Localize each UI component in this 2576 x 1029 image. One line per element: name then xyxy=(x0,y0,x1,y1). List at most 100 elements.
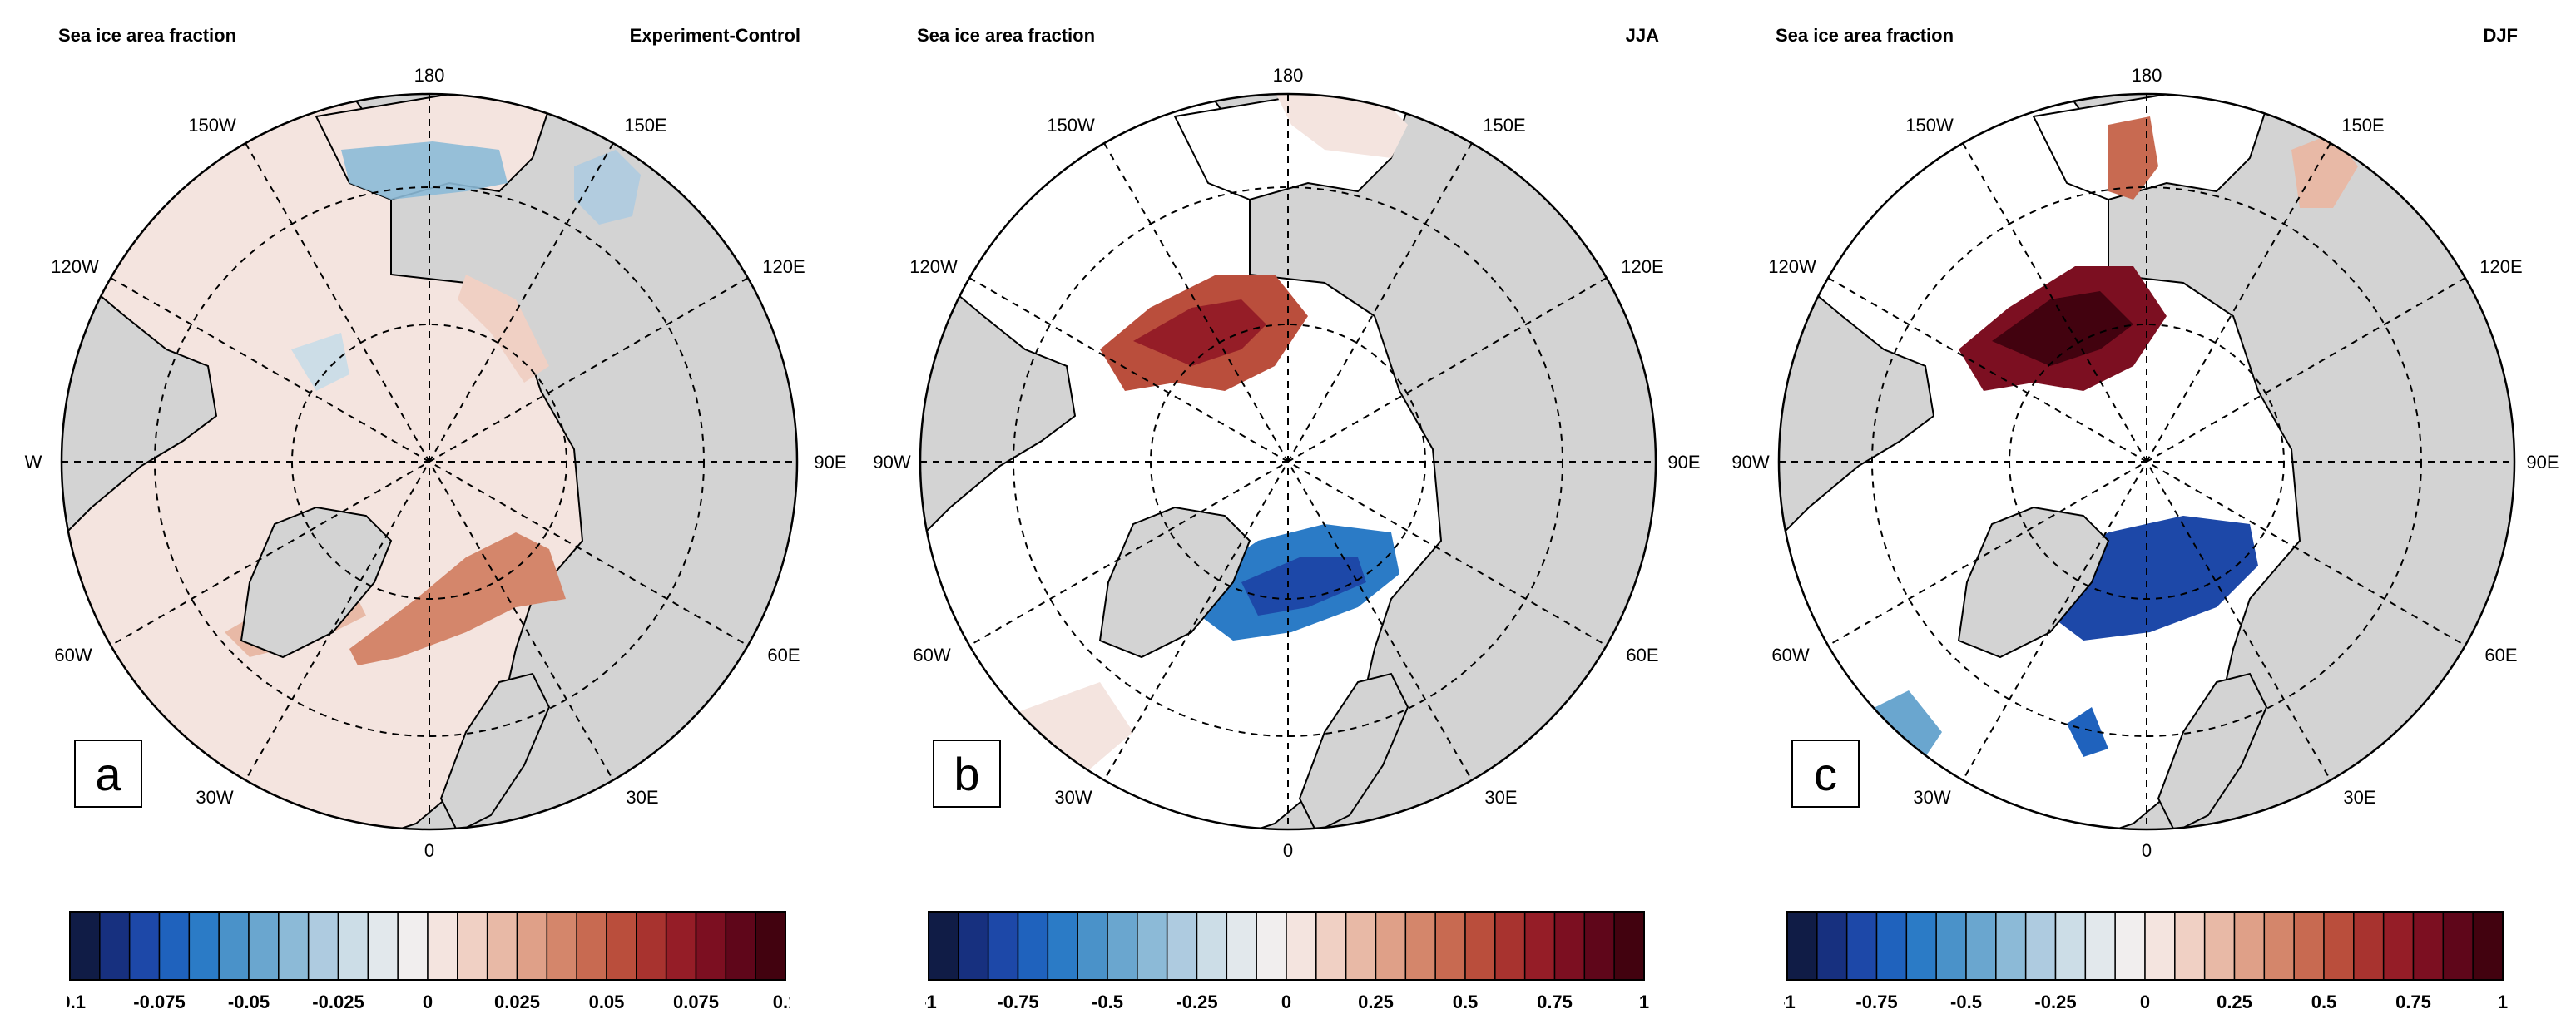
lon-label-150e: 150E xyxy=(2341,115,2384,136)
greenland-landmass xyxy=(240,506,393,659)
colorbar-swatch xyxy=(576,911,607,981)
colorbar-swatch xyxy=(1905,911,1937,981)
colorbar-swatch xyxy=(606,911,637,981)
colorbar-swatch xyxy=(516,911,548,981)
colorbar-tick-label: -0.75 xyxy=(1855,992,1897,1012)
colorbar-tick-label: -0.25 xyxy=(1176,992,1217,1012)
colorbar-swatch xyxy=(248,911,280,981)
colorbar-tick-label: 0.25 xyxy=(1358,992,1394,1012)
okhotsk-blue-anomaly xyxy=(574,150,641,225)
lon-label-150w: 150W xyxy=(1047,115,1095,136)
colorbar-swatch xyxy=(1786,911,1818,981)
colorbar-swatch xyxy=(1553,911,1586,981)
lon-label-150w: 150W xyxy=(188,115,236,136)
lon-label-60w: 60W xyxy=(913,645,950,665)
colorbar-tick-label: 0.75 xyxy=(1537,992,1573,1012)
colorbar-swatch xyxy=(2442,911,2474,981)
colorbar-swatch xyxy=(1286,911,1317,981)
colorbar-swatch xyxy=(69,911,101,981)
colorbar-tick-label: -0.5 xyxy=(1092,992,1123,1012)
panel-title-right: JJA xyxy=(1625,25,1659,46)
colorbar-swatch xyxy=(1166,911,1198,981)
panel-label-box xyxy=(933,740,1001,808)
colorbar-swatch xyxy=(636,911,667,981)
colorbar-swatch xyxy=(2054,911,2087,981)
colorbar-swatch xyxy=(1077,911,1108,981)
colorbar-swatch xyxy=(1583,911,1615,981)
polar-map-svg: 180 150W 150E 120W 120E 90W 90E 60W 60E … xyxy=(1731,65,2559,861)
colorbar-tick-label: 0 xyxy=(423,992,433,1012)
colorbar-tick-label: 0.1 xyxy=(773,992,790,1012)
colorbar-tick-label: 0.75 xyxy=(2395,992,2431,1012)
panel-title-left: Sea ice area fraction xyxy=(1776,25,1954,46)
colorbar-border xyxy=(1786,911,2504,981)
colorbar-swatch xyxy=(1965,911,1997,981)
colorbar-swatch xyxy=(1137,911,1168,981)
colorbar-swatch xyxy=(665,911,697,981)
colorbar-swatch xyxy=(337,911,369,981)
colorbar-swatch xyxy=(987,911,1019,981)
lon-label-180: 180 xyxy=(414,65,445,86)
lon-label-30e: 30E xyxy=(626,787,658,808)
colorbar-swatch xyxy=(128,911,161,981)
lon-label-0: 0 xyxy=(2142,840,2152,861)
colorbar-swatch xyxy=(695,911,727,981)
polar-map-svg: 180 150W 150E 120W 120E W 90E 60W 60E 30… xyxy=(25,65,847,861)
barents-blue-core xyxy=(1241,557,1366,616)
lon-label-120w: 120W xyxy=(1768,256,1816,277)
colorbar-swatch xyxy=(1404,911,1436,981)
lon-label-30e: 30E xyxy=(2343,787,2375,808)
lon-label-180: 180 xyxy=(1273,65,1304,86)
colorbar-swatch xyxy=(1434,911,1466,981)
polar-map-svg: 180 150W 150E 120W 120E 90W 90E 60W 60E … xyxy=(873,65,1700,861)
greenland-landmass xyxy=(1098,506,1251,659)
colorbar-swatch xyxy=(2263,911,2295,981)
colorbar-swatch xyxy=(218,911,250,981)
colorbar-swatch xyxy=(1375,911,1407,981)
colorbar-swatch xyxy=(2323,911,2355,981)
lon-label-60w: 60W xyxy=(1771,645,1809,665)
colorbar-swatch xyxy=(2233,911,2266,981)
colorbar-swatch xyxy=(2203,911,2236,981)
colorbar: -1 -0.75 -0.5 -0.25 0 0.25 0.5 0.75 1 xyxy=(1779,908,2508,1012)
colorbar-svg: -1 -0.75 -0.5 -0.25 0 0.25 0.5 0.75 1 xyxy=(920,911,1649,1012)
bering-blue-anomaly xyxy=(341,141,508,200)
colorbar-tick-label: 0 xyxy=(2140,992,2150,1012)
colorbar-swatch xyxy=(2024,911,2057,981)
colorbar-swatch xyxy=(1875,911,1908,981)
nordic-blue-anomaly xyxy=(2067,707,2108,757)
colorbar: -0.1 -0.075 -0.05 -0.025 0 0.025 0.05 0.075 0.1 xyxy=(54,908,798,1012)
map-boundary xyxy=(919,92,1657,831)
lon-label-120e: 120E xyxy=(1621,256,1663,277)
meridian-120e-60w xyxy=(110,277,749,646)
colorbar-swatch xyxy=(427,911,458,981)
baffin-blue-anomaly xyxy=(291,333,349,391)
colorbar-swatch xyxy=(367,911,399,981)
lon-label-120e: 120E xyxy=(762,256,805,277)
map-boundary xyxy=(60,92,799,831)
lon-label-30w: 30W xyxy=(196,787,233,808)
panel-title-left: Sea ice area fraction xyxy=(58,25,237,46)
map-boundary xyxy=(1777,92,2516,831)
meridian-120e-60w xyxy=(1827,277,2466,646)
colorbar-tick-label: 0 xyxy=(1281,992,1291,1012)
okhotsk-red-anomaly xyxy=(2291,133,2358,208)
colorbar-swatch xyxy=(1345,911,1377,981)
colorbar-swatch xyxy=(1017,911,1049,981)
colorbar-swatch xyxy=(1613,911,1645,981)
colorbar-tick-label: -0.1 xyxy=(67,992,86,1012)
colorbar: -1 -0.75 -0.5 -0.25 0 0.25 0.5 0.75 1 xyxy=(920,908,1649,1012)
colorbar-swatch xyxy=(486,911,518,981)
colorbar-swatch xyxy=(2293,911,2325,981)
lon-label-90e: 90E xyxy=(2526,452,2559,472)
lon-label-150e: 150E xyxy=(1483,115,1525,136)
map-panel-a: Sea ice area fraction Experiment-Control xyxy=(0,0,859,1028)
panel-label-box xyxy=(74,740,142,808)
colorbar-swatch xyxy=(2353,911,2385,981)
colorbar-swatch xyxy=(457,911,488,981)
map-panel-c: Sea ice area fraction DJF xyxy=(1717,0,2576,1028)
colorbar-swatch xyxy=(1816,911,1848,981)
lon-label-30e: 30E xyxy=(1484,787,1517,808)
lon-label-30w: 30W xyxy=(1913,787,1950,808)
map-panel-b: Sea ice area fraction JJA xyxy=(859,0,1717,1028)
